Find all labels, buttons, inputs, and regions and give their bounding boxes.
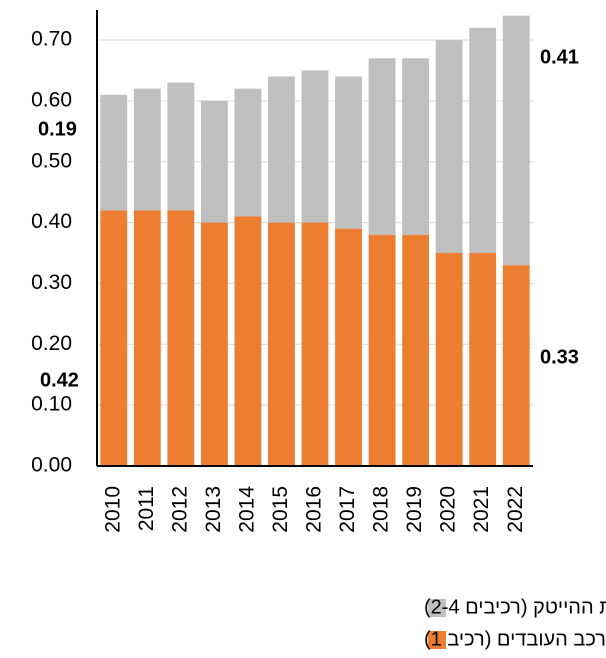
legend-swatch — [428, 599, 446, 617]
y-tick-label: 0.00 — [31, 454, 72, 477]
y-tick-label: 0.60 — [31, 88, 72, 111]
bar-segment — [301, 70, 329, 223]
bar-segment — [167, 82, 195, 211]
bar-segment — [234, 88, 262, 217]
legend-label: פרמיית ההייטק (רכיבים 2-4) — [424, 596, 606, 618]
x-tick-label: 2014 — [235, 486, 258, 533]
bar-segment — [368, 58, 396, 235]
x-tick-label: 2013 — [202, 486, 225, 533]
bar-segment — [133, 210, 161, 466]
bar-segment — [133, 88, 161, 211]
x-tick-label: 2021 — [470, 486, 493, 533]
bar-segment — [200, 100, 228, 223]
y-tick-label: 0.70 — [31, 28, 72, 51]
bar-segment — [435, 40, 463, 253]
bar-segment — [200, 222, 228, 466]
data-label: 0.42 — [40, 369, 79, 391]
y-tick-label: 0.50 — [31, 149, 72, 172]
bar-segment — [335, 228, 362, 466]
bar-segment — [268, 76, 295, 223]
x-tick-label: 2019 — [403, 486, 426, 533]
x-tick-label: 2020 — [437, 486, 460, 533]
legend-label: תרומת הרכב העובדים (רכיב 1) — [424, 628, 606, 650]
bar-segment — [402, 234, 430, 466]
y-tick-label: 0.40 — [31, 210, 72, 233]
bar-segment — [335, 76, 362, 229]
bar-segment — [268, 222, 295, 466]
x-tick-label: 2017 — [336, 486, 359, 533]
x-tick-label: 2015 — [269, 486, 292, 533]
y-tick-label: 0.20 — [31, 332, 72, 355]
x-tick-label: 2010 — [101, 486, 124, 533]
bar-segment — [502, 265, 530, 466]
bar-segment — [234, 216, 262, 466]
bar-segment — [502, 15, 530, 266]
data-label: 0.33 — [540, 346, 579, 368]
x-tick-label: 2012 — [168, 486, 191, 533]
data-label: 0.19 — [38, 118, 77, 140]
bar-segment — [100, 210, 128, 466]
y-tick-label: 0.30 — [31, 271, 72, 294]
x-tick-label: 2022 — [504, 486, 527, 533]
legend-swatch — [428, 631, 446, 649]
bar-segment — [469, 27, 497, 254]
bar-segment — [402, 58, 430, 235]
x-tick-label: 2016 — [303, 486, 326, 533]
bar-segment — [469, 253, 497, 466]
y-tick-label: 0.10 — [31, 393, 72, 416]
bar-segment — [435, 253, 463, 466]
x-tick-label: 2018 — [370, 486, 393, 533]
bar-segment — [301, 222, 329, 466]
bar-segment — [100, 94, 128, 211]
x-tick-label: 2011 — [135, 486, 158, 531]
data-label: 0.41 — [540, 46, 579, 68]
bar-segment — [368, 234, 396, 466]
bar-segment — [167, 210, 195, 466]
